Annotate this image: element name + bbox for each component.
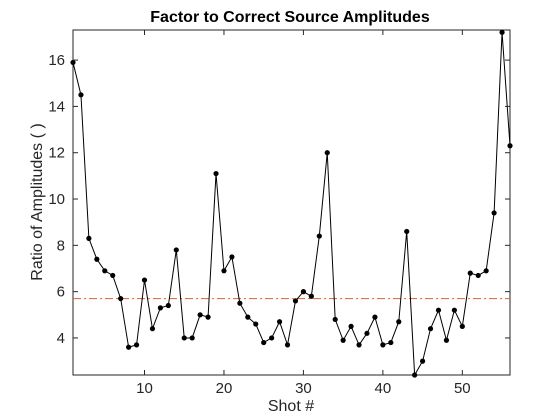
x-tick-label: 30 [295,380,312,397]
y-tick-label: 10 [48,191,65,208]
data-point [475,272,481,279]
data-point [308,293,314,299]
x-axis-label: Shot # [268,398,314,415]
data-point [324,150,330,156]
data-point [459,323,465,329]
x-tick-label: 50 [454,380,471,397]
data-point [245,314,251,320]
data-point [332,316,338,323]
data-point [229,254,235,260]
y-axis-label: Ratio of Amplitudes ( ) [29,123,46,280]
data-point [404,228,410,235]
data-point [348,323,354,329]
x-tick-label: 10 [136,380,153,397]
data-point [340,337,346,343]
data-point [420,358,426,364]
data-point [102,268,108,274]
y-tick-label: 8 [57,237,65,254]
data-point [110,272,116,279]
x-tick-label: 20 [216,380,233,397]
data-point [435,307,442,313]
data-point [118,295,124,302]
chart-title: Factor to Correct Source Amplitudes [150,9,430,26]
data-point [197,312,203,318]
data-point [269,335,275,341]
data-point [356,342,362,348]
data-point [181,335,187,341]
y-tick-label: 12 [48,145,65,162]
data-point [372,314,378,320]
data-point [173,247,179,253]
data-point [499,29,505,35]
plot-area [72,29,511,376]
y-tick-label: 16 [48,52,65,69]
y-axis-ticks: 4 6 8 10 12 14 16 [48,52,510,347]
data-point [451,307,457,313]
data-point [483,268,489,274]
y-tick-label: 6 [57,284,65,301]
y-tick-label: 4 [57,330,65,347]
data-point [149,326,156,332]
series-line [72,32,511,377]
data-point [94,256,100,262]
x-axis-ticks: 10 20 30 40 50 [136,30,471,397]
data-point [467,270,473,276]
data-point [491,210,497,216]
data-point [396,319,402,325]
data-point [189,335,195,341]
data-point [427,326,434,332]
data-point [276,319,283,325]
data-point [300,289,307,295]
data-point [507,143,513,149]
data-point [237,300,243,306]
data-point [412,372,418,378]
data-point [78,92,84,98]
data-point [141,277,148,283]
y-tick-label: 14 [48,98,65,115]
x-tick-label: 40 [375,380,392,397]
data-point [205,314,211,320]
data-point [253,321,259,327]
data-point [126,344,132,350]
data-point [364,330,370,336]
data-point [443,337,450,343]
data-point [213,170,219,177]
data-point [292,298,299,304]
data-point [261,339,267,346]
data-point [284,342,291,348]
data-point [316,233,322,239]
data-point [157,305,163,311]
data-point [133,342,140,348]
data-point [86,235,92,241]
data-point [70,59,76,66]
data-point [388,339,394,346]
data-point [380,342,386,348]
data-point [165,302,171,309]
series-layer [70,29,513,378]
data-point [221,268,227,274]
